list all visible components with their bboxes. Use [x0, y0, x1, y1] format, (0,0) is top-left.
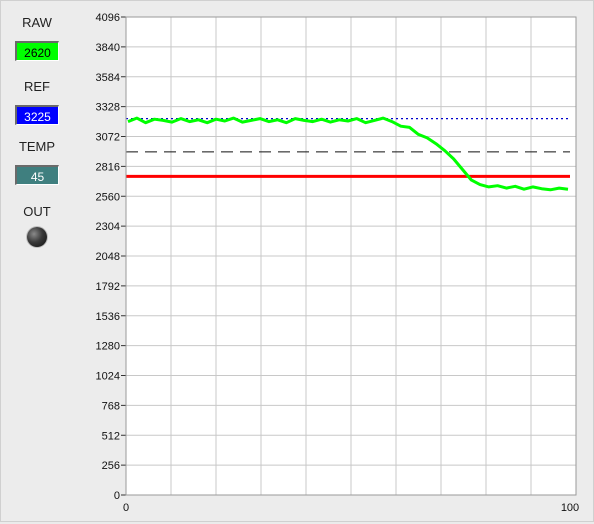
raw-value-display: 2620 [15, 41, 59, 61]
temp-value-display: 45 [15, 165, 59, 185]
y-tick-label: 2816 [96, 161, 120, 173]
y-tick-label: 768 [102, 400, 120, 412]
readout-panel: RAW 2620 REF 3225 TEMP 45 OUT [7, 9, 67, 509]
out-label: OUT [23, 204, 51, 219]
level-lines [126, 118, 570, 178]
y-tick-label: 3328 [96, 102, 120, 114]
y-tick-label: 1024 [96, 371, 120, 383]
x-tick-label: 100 [561, 502, 579, 514]
y-tick-label: 3584 [96, 72, 120, 84]
y-tick-label: 1792 [96, 281, 120, 293]
y-tick-label: 3840 [96, 42, 120, 54]
series-layer [127, 116, 569, 192]
ref-value-display: 3225 [15, 105, 59, 125]
y-tick-label: 3072 [96, 132, 120, 144]
axis-layer: 0 256 512 768 1024 1280 1536 1792 2048 2304 2560 28… [96, 12, 580, 514]
signal-chart: 0 256 512 768 1024 1280 1536 1792 2048 2304 2560 28… [69, 5, 589, 519]
y-tick-label: 1536 [96, 311, 120, 323]
out-indicator-led [27, 227, 47, 247]
chart-area: 0 256 512 768 1024 1280 1536 1792 2048 2304 2560 28… [69, 5, 589, 519]
y-tick-label: 0 [114, 490, 120, 502]
y-tick-label: 2048 [96, 251, 120, 263]
temp-label: TEMP [18, 139, 56, 154]
y-tick-label: 256 [102, 460, 120, 472]
y-tick-label: 512 [102, 430, 120, 442]
plot-border [125, 16, 577, 496]
raw-label: RAW [22, 15, 52, 30]
x-tick-label: 0 [123, 502, 129, 514]
ref-label: REF [24, 79, 50, 94]
y-tick-label: 2560 [96, 191, 120, 203]
signal-series-line [127, 116, 569, 192]
y-tick-label: 1280 [96, 341, 120, 353]
y-tick-label: 2304 [96, 221, 120, 233]
y-tick-label: 4096 [96, 12, 120, 24]
